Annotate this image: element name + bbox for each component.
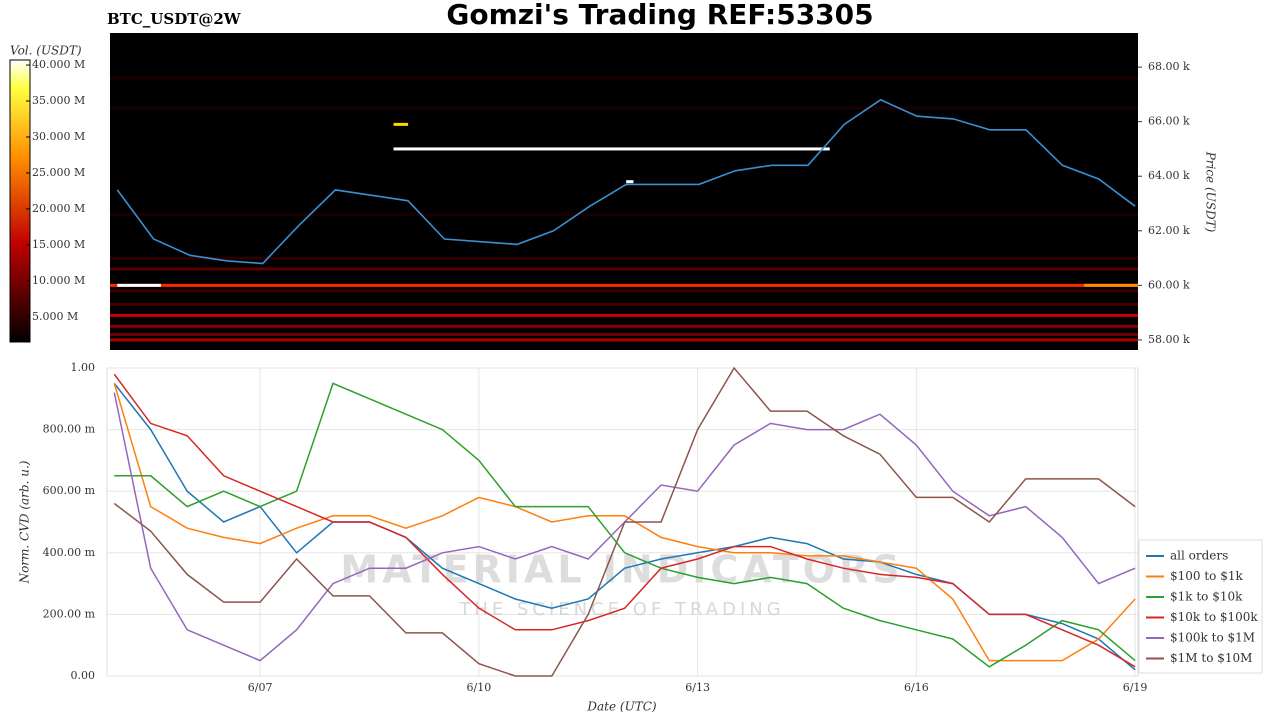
y-tick-label: 400.00 m	[43, 546, 96, 559]
legend-label: all orders	[1170, 549, 1228, 563]
colorbar	[9, 59, 31, 343]
liquidity-band	[626, 180, 634, 184]
liquidity-band	[110, 313, 1138, 317]
liquidity-band	[110, 283, 1138, 287]
x-tick-label: 6/19	[1123, 681, 1148, 694]
y-tick-label: 62.00 k	[1148, 224, 1190, 237]
x-axis-label: Date (UTC)	[586, 700, 656, 714]
liquidity-band	[110, 106, 1138, 110]
colorbar-tick-label: 30.000 M	[32, 130, 85, 143]
y-tick-label: 60.00 k	[1148, 278, 1190, 291]
legend-label: $100 to $1k	[1170, 569, 1243, 583]
y-tick-label: 800.00 m	[43, 423, 96, 436]
x-tick-label: 6/16	[904, 681, 929, 694]
heatmap-bg	[110, 33, 1138, 350]
liquidity-band	[110, 256, 1138, 260]
y-tick-label: 600.00 m	[43, 484, 96, 497]
liquidity-band	[110, 267, 1138, 271]
liquidity-band	[393, 122, 409, 126]
cvd-line	[113, 383, 1136, 662]
legend-label: $10k to $100k	[1170, 610, 1258, 624]
cvd-line	[114, 382, 1136, 668]
plot-area	[106, 367, 1139, 677]
cvd-line	[113, 366, 1136, 677]
x-tick-label: 6/10	[467, 681, 492, 694]
page-title: Gomzi's Trading REF:53305	[446, 0, 873, 31]
liquidity-band	[110, 324, 1138, 328]
colorbar-tick-label: 10.000 M	[32, 274, 85, 287]
colorbar-tick-label: 5.000 M	[32, 310, 78, 323]
legend-label: $1k to $10k	[1170, 590, 1243, 604]
liquidity-band	[117, 283, 161, 287]
x-tick-label: 6/13	[685, 681, 710, 694]
y-tick-label: 64.00 k	[1148, 169, 1190, 182]
liquidity-band	[110, 338, 1138, 342]
liquidity-band	[110, 332, 1138, 336]
colorbar-tick-label: 20.000 M	[32, 202, 85, 215]
colorbar-label: Vol. (USDT)	[10, 44, 82, 58]
price-line	[116, 98, 1136, 265]
liquidity-band	[110, 212, 1138, 216]
legend-box	[1138, 539, 1263, 674]
liquidity-band	[110, 289, 1138, 293]
y-tick-label: 68.00 k	[1148, 60, 1190, 73]
y-tick-label: 200.00 m	[43, 607, 96, 620]
liquidity-band	[1084, 283, 1138, 287]
colorbar-tick-label: 40.000 M	[32, 58, 85, 71]
liquidity-band	[393, 147, 830, 151]
x-tick-label: 6/07	[248, 681, 273, 694]
y-axis-label: Price (USDT)	[1204, 151, 1218, 233]
liquidity-band	[110, 76, 1138, 80]
y-axis-label: Norm. CVD (arb. u.)	[18, 460, 32, 584]
y-tick-label: 58.00 k	[1148, 333, 1190, 346]
legend-label: $1M to $10M	[1170, 651, 1252, 665]
colorbar-tick-label: 15.000 M	[32, 238, 85, 251]
cvd-line	[113, 373, 1136, 668]
y-tick-label: 66.00 k	[1148, 115, 1190, 128]
y-tick-label: 1.00	[71, 361, 96, 374]
symbol: BTC_USDT@2W	[107, 10, 242, 28]
liquidity-band	[110, 302, 1138, 306]
legend-label: $100k to $1M	[1170, 631, 1255, 645]
colorbar-tick-label: 25.000 M	[32, 166, 85, 179]
y-tick-label: 0.00	[71, 669, 96, 682]
colorbar-tick-label: 35.000 M	[32, 94, 85, 107]
